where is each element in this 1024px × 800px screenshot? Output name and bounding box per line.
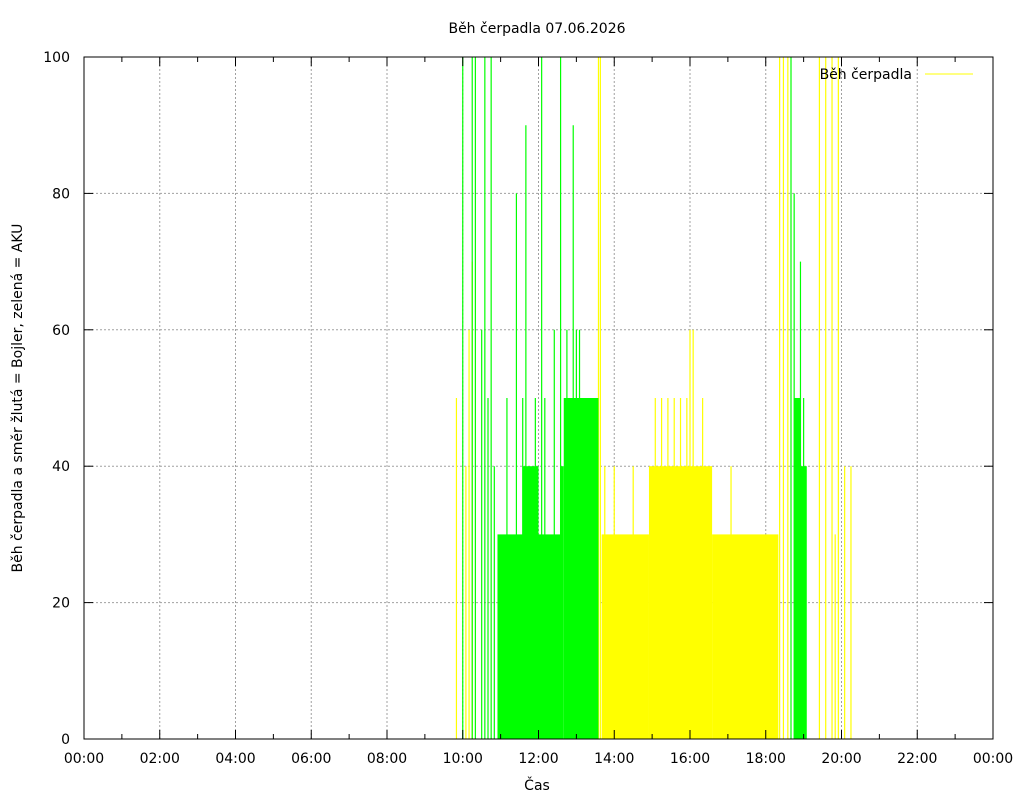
y-tick-label: 20 [52,596,70,612]
x-tick-label: 10:00 [443,751,483,767]
x-tick-label: 14:00 [594,751,634,767]
x-tick-label: 22:00 [897,751,937,767]
x-tick-label: 12:00 [518,751,558,767]
series-segment [560,466,564,739]
chart-title: Běh čerpadla 07.06.2026 [448,21,625,37]
x-tick-label: 20:00 [821,751,861,767]
x-axis-label: Čas [524,776,550,794]
series-segment [794,398,801,739]
series-segment [712,534,779,739]
y-tick-label: 100 [43,50,70,66]
x-tick-label: 06:00 [291,751,331,767]
series-segment [538,534,561,739]
tick-layer: 00:00 02:00 04:00 06:00 08:00 10:00 12:00 14:00… [43,50,1013,767]
y-tick-label: 0 [61,732,70,748]
series-segment [563,398,599,739]
legend-entry-label: Běh čerpadla [820,67,912,83]
series-yellow-layer [455,57,852,739]
x-tick-label: 18:00 [746,751,786,767]
legend: Běh čerpadla [820,67,973,83]
y-tick-label: 40 [52,459,70,475]
x-tick-label: 08:00 [367,751,407,767]
y-axis-label: Běh čerpadla a směr žlutá = Bojler, zele… [10,224,26,573]
y-tick-label: 60 [52,323,70,339]
grid-layer [84,57,993,739]
series-green-layer [462,57,807,739]
series-segment [601,534,649,739]
series-segment [497,534,523,739]
y-tick-label: 80 [52,186,70,202]
x-tick-label: 00:00 [64,751,104,767]
x-tick-label: 00:00 [973,751,1013,767]
x-tick-label: 16:00 [670,751,710,767]
x-tick-label: 02:00 [140,751,180,767]
series-segment [522,466,539,739]
x-tick-label: 04:00 [215,751,255,767]
